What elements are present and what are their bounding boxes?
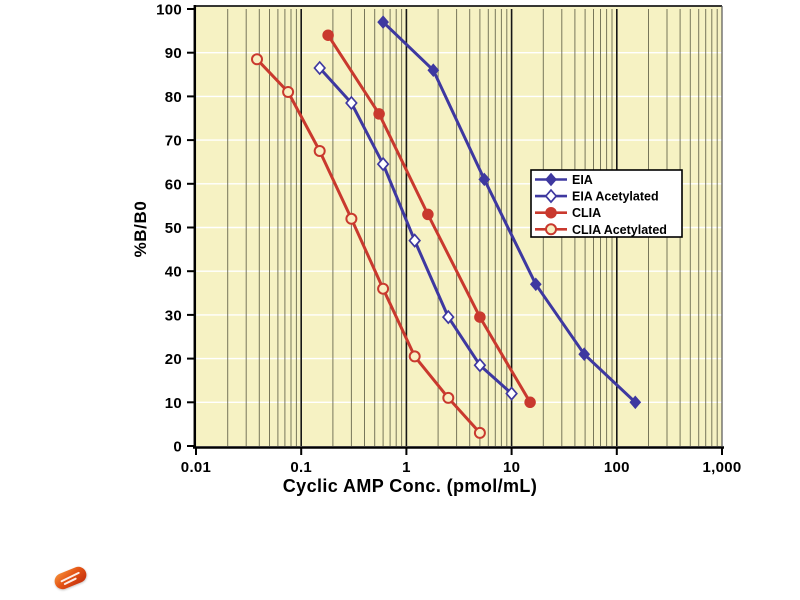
marker-diamond-open xyxy=(345,95,358,111)
y-tick-label: 30 xyxy=(165,307,182,324)
marker-diamond-filled xyxy=(545,172,557,187)
marker-circle-open xyxy=(251,53,263,66)
marker-circle-filled xyxy=(422,208,434,221)
marker-circle-open xyxy=(282,86,295,98)
marker-diamond-filled xyxy=(478,172,491,187)
marker-circle-open xyxy=(345,212,358,225)
legend-item: EIA Acetylated xyxy=(535,188,659,204)
series-eia xyxy=(377,15,642,410)
y-tick-label: 80 xyxy=(165,89,182,106)
gridlines xyxy=(196,5,723,446)
y-tick-label: 0 xyxy=(173,439,182,456)
marker-diamond-filled xyxy=(377,15,389,29)
series-eia-acetylated xyxy=(313,60,518,401)
y-tick-label: 60 xyxy=(165,176,182,193)
marker-circle-filled xyxy=(545,206,557,219)
legend-label: CLIA Acetylated xyxy=(572,223,667,237)
marker-diamond-open xyxy=(313,60,327,76)
series-clia-acetylated xyxy=(251,53,486,439)
marker-circle-open xyxy=(442,391,455,404)
y-tick-label: 50 xyxy=(165,220,182,237)
x-tick-label: 0.01 xyxy=(181,459,211,476)
marker-circle-filled xyxy=(373,108,385,120)
x-tick-label: 100 xyxy=(604,459,630,476)
legend: EIA EIA Acetylated CLIA CLIA Acetylated xyxy=(530,169,683,238)
marker-diamond-open xyxy=(505,386,518,401)
legend-item: CLIA Acetylated xyxy=(535,223,667,237)
marker-circle-open xyxy=(408,350,421,363)
marker-diamond-filled xyxy=(529,277,542,292)
marker-diamond-open xyxy=(473,357,487,373)
legend-label: EIA Acetylated xyxy=(572,190,659,204)
marker-diamond-open xyxy=(544,188,558,204)
marker-circle-filled xyxy=(474,311,486,323)
y-tick-label: 70 xyxy=(165,133,182,150)
x-tick-label: 0.1 xyxy=(290,459,312,476)
legend-label: EIA xyxy=(572,173,593,187)
marker-circle-open xyxy=(313,145,326,157)
y-tick-label: 20 xyxy=(165,351,182,368)
marker-diamond-filled xyxy=(578,347,591,361)
marker-diamond-open xyxy=(408,233,422,248)
x-tick-label: 1,000 xyxy=(702,459,741,476)
y-axis: 0 10 20 30 40 50 60 70 80 90 100 xyxy=(156,2,197,456)
series-clia xyxy=(322,29,536,409)
y-tick-label: 40 xyxy=(165,264,182,281)
y-tick-label: 90 xyxy=(165,45,182,62)
marker-diamond-filled xyxy=(427,63,440,77)
marker-diamond-filled xyxy=(629,395,642,410)
x-axis: 0.01 0.1 1 10 100 1,000 xyxy=(181,446,741,476)
marker-diamond-open xyxy=(441,309,455,325)
marker-circle-open xyxy=(473,426,486,439)
marker-circle-filled xyxy=(322,29,334,41)
y-axis-title: %B/B0 xyxy=(131,200,150,258)
legend-label: CLIA xyxy=(572,206,601,220)
x-tick-label: 10 xyxy=(503,459,520,476)
marker-diamond-open xyxy=(376,156,390,172)
x-tick-label: 1 xyxy=(402,459,411,476)
x-axis-title: Cyclic AMP Conc. (pmol/mL) xyxy=(282,476,538,496)
legend-item: CLIA xyxy=(535,206,601,220)
marker-circle-open xyxy=(377,282,390,295)
legend-item: EIA xyxy=(535,172,593,187)
marker-circle-open xyxy=(545,223,557,236)
marker-circle-filled xyxy=(524,396,536,409)
y-tick-label: 100 xyxy=(156,2,182,19)
y-tick-label: 10 xyxy=(165,395,182,412)
